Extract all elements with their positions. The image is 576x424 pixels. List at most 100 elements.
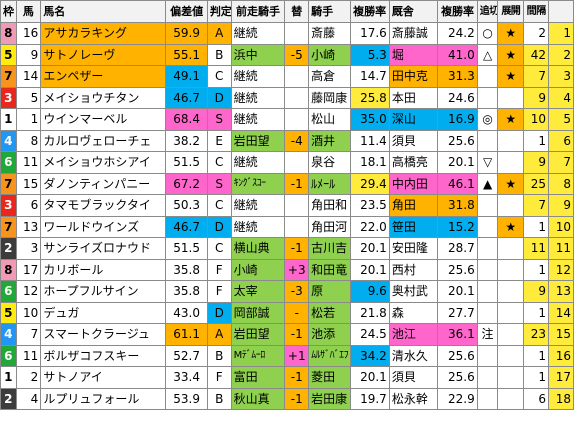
header-hensa[interactable]: 偏差値 [165, 0, 208, 23]
trainer-rate-cell: 31.3 [437, 65, 478, 88]
header-umaban[interactable]: 馬 [15, 0, 42, 23]
table-row[interactable]: 5 10 デュガ 43.0 D 岡部誠 - 松若 21.8 森 27.7 1 14 [0, 301, 574, 324]
header-kankaku[interactable]: 間隔 [523, 0, 550, 23]
kae-cell: +1 [284, 344, 310, 367]
hantei-cell: D [206, 215, 232, 238]
jockey-rate-cell: 11.4 [349, 129, 390, 152]
waku-cell: 6 [0, 280, 17, 303]
header-kae[interactable]: 替 [284, 0, 310, 23]
zenso-jockey-cell: 富田 [230, 366, 286, 389]
table-row[interactable]: 5 9 サトノレーヴ 55.1 B 浜中 -5 小崎 5.3 堀 41.0 △ ★ 42 2 [0, 43, 574, 66]
kankaku-cell: 7 [523, 65, 550, 88]
table-row[interactable]: 2 4 ルプリュフォール 53.9 B 秋山真 -1 岩田康 19.7 松永幹 22.9 6 18 [0, 387, 574, 410]
trainer-cell: 中内田 [388, 172, 439, 195]
zenso-jockey-cell: 継続 [230, 194, 286, 217]
waku-cell: 2 [0, 387, 17, 410]
table-row[interactable]: 7 13 ワールドウインズ 46.7 D 継続 角田河 22.0 笹田 15.2 ★ 1 10 [0, 215, 574, 238]
kae-cell: +3 [284, 258, 310, 281]
umaban-cell: 11 [15, 151, 42, 174]
trainer-rate-cell: 46.1 [437, 172, 478, 195]
trainer-rate-cell: 36.1 [437, 323, 478, 346]
header-oikiri[interactable]: 追切 [476, 0, 499, 23]
waku-cell: 3 [0, 194, 17, 217]
header-s-rate[interactable]: 複勝率 [437, 0, 478, 23]
kankaku-cell: 1 [523, 301, 550, 324]
horse-name-cell: メイショウチタン [40, 86, 167, 109]
last-cell: 1 [548, 22, 574, 45]
trainer-rate-cell: 31.8 [437, 194, 478, 217]
header-waku[interactable]: 枠 [0, 0, 17, 23]
umaban-cell: 15 [15, 172, 42, 195]
trainer-cell: 笹田 [388, 215, 439, 238]
trainer-rate-cell: 25.6 [437, 129, 478, 152]
header-name[interactable]: 馬名 [40, 0, 167, 23]
oikiri-cell [476, 387, 499, 410]
table-row[interactable]: 6 11 メイショウホシアイ 51.5 C 継続 泉谷 18.1 高橋亮 20.1 ▽ 9 7 [0, 151, 574, 174]
jockey-cell: ﾙﾒｰﾙ [308, 172, 351, 195]
jockey-rate-cell: 23.5 [349, 194, 390, 217]
umaban-cell: 3 [15, 237, 42, 260]
header-k-rate[interactable]: 複勝率 [349, 0, 390, 23]
table-row[interactable]: 7 15 ダノンティンパニー 67.2 S ｷﾝｸﾞｽｺｰ -1 ﾙﾒｰﾙ 29.4 中内田 46.… [0, 172, 574, 195]
tenkai-cell: ★ [497, 108, 525, 131]
umaban-cell: 2 [15, 366, 42, 389]
table-row[interactable]: 3 5 メイショウチタン 46.7 D 継続 藤岡康 25.8 本田 24.6 9 4 [0, 86, 574, 109]
trainer-cell: 高橋亮 [388, 151, 439, 174]
oikiri-cell [476, 280, 499, 303]
table-row[interactable]: 8 17 カリボール 35.8 F 小崎 +3 和田竜 20.1 西村 25.6 1 12 [0, 258, 574, 281]
hensa-cell: 38.2 [165, 129, 208, 152]
header-kyusha[interactable]: 厩舎 [388, 0, 439, 23]
hensa-cell: 52.7 [165, 344, 208, 367]
hantei-cell: F [206, 280, 232, 303]
umaban-cell: 11 [15, 344, 42, 367]
header-zenso[interactable]: 前走騎手 [230, 0, 286, 23]
table-row[interactable]: 6 12 ホープフルサイン 35.8 F 太宰 -3 原 9.6 奥村武 20.1 9 13 [0, 280, 574, 303]
zenso-jockey-cell: 太宰 [230, 280, 286, 303]
table-row[interactable]: 2 3 サンライズロナウド 51.5 C 横山典 -1 古川吉 20.1 安田隆 28.7 11 11 [0, 237, 574, 260]
kae-cell [284, 86, 310, 109]
jockey-rate-cell: 20.1 [349, 366, 390, 389]
table-row[interactable]: 7 14 エンペザー 49.1 C 継続 高倉 14.7 田中克 31.3 ★ 7 3 [0, 65, 574, 88]
table-row[interactable]: 1 2 サトノアイ 33.4 F 富田 -1 菱田 20.1 須貝 25.6 1 17 [0, 366, 574, 389]
hensa-cell: 46.7 [165, 86, 208, 109]
table-row[interactable]: 1 1 ウインマーベル 68.4 S 継続 松山 35.0 深山 16.9 ◎ ★ 10 5 [0, 108, 574, 131]
kankaku-cell: 23 [523, 323, 550, 346]
hantei-cell: C [206, 194, 232, 217]
horse-name-cell: ダノンティンパニー [40, 172, 167, 195]
umaban-cell: 7 [15, 323, 42, 346]
jockey-rate-cell: 19.7 [349, 387, 390, 410]
last-cell: 7 [548, 151, 574, 174]
trainer-rate-cell: 27.7 [437, 301, 478, 324]
hantei-cell: F [206, 366, 232, 389]
hensa-cell: 35.8 [165, 258, 208, 281]
table-row[interactable]: 6 11 ボルザコフスキー 52.7 B Mﾃﾞﾑｰﾛ +1 ﾑﾙｻﾞﾊﾞｴﾌ 34.2 清水久 2… [0, 344, 574, 367]
last-cell: 11 [548, 237, 574, 260]
trainer-rate-cell: 22.9 [437, 387, 478, 410]
kankaku-cell: 10 [523, 108, 550, 131]
umaban-cell: 17 [15, 258, 42, 281]
umaban-cell: 9 [15, 43, 42, 66]
waku-cell: 1 [0, 108, 17, 131]
table-row[interactable]: 4 7 スマートクラージュ 61.1 A 岩田望 -1 池添 24.5 池江 36.1 注 23 15 [0, 323, 574, 346]
header-tenkai[interactable]: 展開 [497, 0, 525, 23]
tenkai-cell [497, 129, 525, 152]
table-row[interactable]: 3 6 タマモブラックタイ 50.3 C 継続 角田和 23.5 角田 31.8 7 9 [0, 194, 574, 217]
umaban-cell: 10 [15, 301, 42, 324]
waku-cell: 6 [0, 151, 17, 174]
trainer-rate-cell: 20.1 [437, 151, 478, 174]
header-hantei[interactable]: 判定 [206, 0, 232, 23]
table-row[interactable]: 4 8 カルロヴェローチェ 38.2 E 岩田望 -4 酒井 11.4 須貝 25.6 1 6 [0, 129, 574, 152]
jockey-cell: 藤岡康 [308, 86, 351, 109]
jockey-rate-cell: 29.4 [349, 172, 390, 195]
waku-cell: 3 [0, 86, 17, 109]
waku-cell: 5 [0, 43, 17, 66]
jockey-cell: 菱田 [308, 366, 351, 389]
waku-cell: 7 [0, 172, 17, 195]
kankaku-cell: 1 [523, 215, 550, 238]
header-last[interactable] [548, 0, 574, 23]
jockey-rate-cell: 20.1 [349, 258, 390, 281]
hantei-cell: B [206, 387, 232, 410]
header-kishu[interactable]: 騎手 [308, 0, 351, 23]
table-row[interactable]: 8 16 アサカラキング 59.9 A 継続 斎藤 17.6 斎藤誠 24.2 ○ ★ 2 1 [0, 22, 574, 45]
tenkai-cell [497, 344, 525, 367]
